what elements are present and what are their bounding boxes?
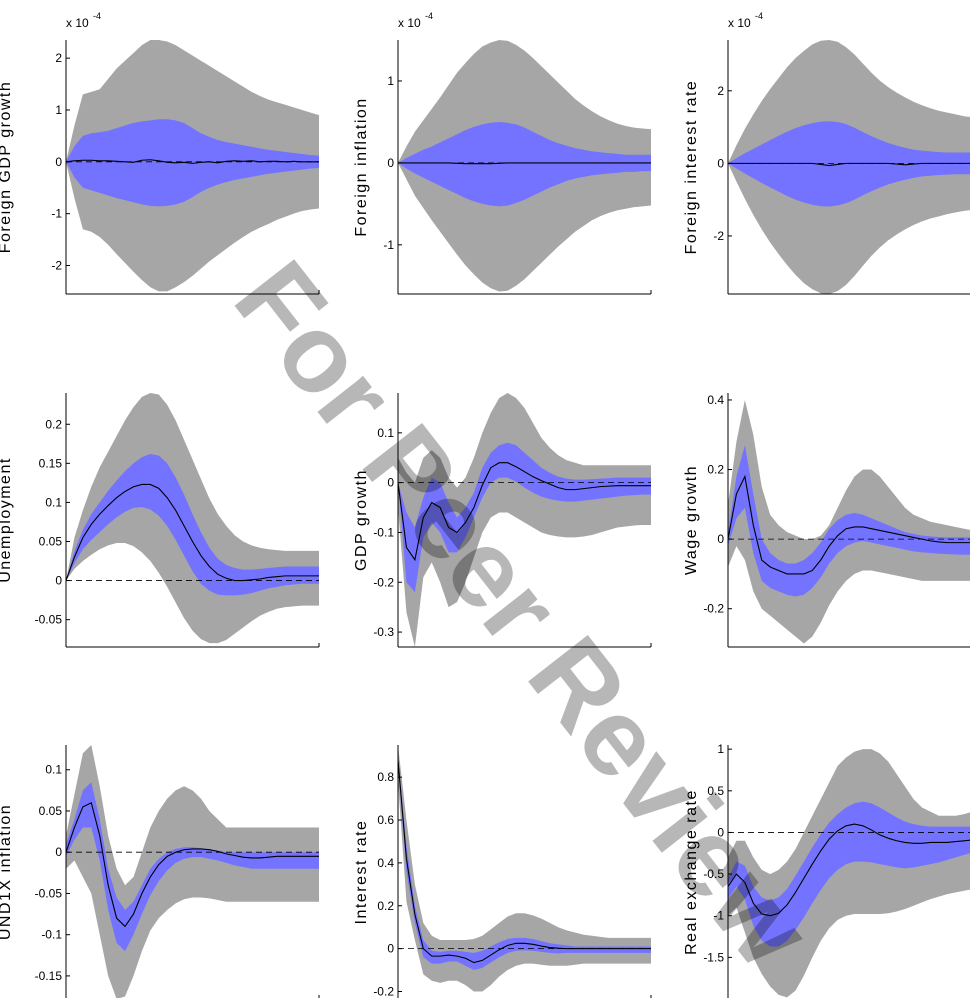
y-axis-label: GDP growth bbox=[353, 469, 370, 571]
y-tick-label: -0.5 bbox=[703, 867, 724, 881]
y-tick-label: 1 bbox=[387, 74, 394, 88]
median-response-line bbox=[66, 801, 319, 928]
y-tick-label: -0.05 bbox=[35, 886, 63, 900]
inner-confidence-band bbox=[728, 445, 970, 597]
panel-real-exchange-rate: -1.5 -1 -0.5 0 0.5 1 Real exchange rate bbox=[683, 742, 970, 998]
median-response-line bbox=[398, 759, 651, 964]
y-tick-label: 0.2 bbox=[45, 417, 62, 431]
y-tick-label: -1 bbox=[383, 238, 394, 252]
inner-confidence-band bbox=[398, 121, 651, 207]
y-tick-label: -1.5 bbox=[703, 950, 724, 964]
y-tick-label: 0.4 bbox=[377, 856, 394, 870]
median-response-line bbox=[66, 483, 319, 582]
y-tick-label: 0.05 bbox=[39, 804, 63, 818]
y-tick-label: 0 bbox=[387, 942, 394, 956]
plot-area bbox=[398, 40, 651, 292]
y-axis-label: Foreign inflation bbox=[353, 97, 370, 236]
plot-area bbox=[66, 745, 319, 998]
panels-layer: -2 -1 0 1 2 Foreign GDP growth x 10 -4 -1 0 1 Forei… bbox=[0, 11, 970, 998]
y-tick-label: -0.2 bbox=[703, 602, 724, 616]
y-tick-label: 0.05 bbox=[39, 534, 63, 548]
panel-gdp-growth: -0.3 -0.2 -0.1 0 0.1 GDP growth bbox=[353, 393, 652, 648]
y-axis-label: Unemployment bbox=[0, 457, 14, 583]
y-tick-label: 0 bbox=[387, 476, 394, 490]
plot-area bbox=[66, 393, 319, 644]
y-tick-label: 0.1 bbox=[377, 426, 394, 440]
y-axis-label: Wage growth bbox=[683, 465, 700, 575]
outer-confidence-band bbox=[398, 393, 651, 647]
y-tick-label: 0.2 bbox=[707, 463, 724, 477]
axis-scale-exponent: -4 bbox=[93, 11, 101, 21]
y-axis-label: Interest rate bbox=[353, 820, 370, 925]
plot-area bbox=[728, 399, 970, 644]
y-tick-label: 2 bbox=[55, 51, 62, 65]
y-tick-label: 0.2 bbox=[377, 899, 394, 913]
y-tick-label: 0 bbox=[717, 532, 724, 546]
panel-und1x-inflation: -0.15 -0.1 -0.05 0 0.05 0.1 UND1X inflation bbox=[0, 745, 320, 998]
inner-confidence-band bbox=[728, 801, 970, 947]
y-tick-label: 1 bbox=[717, 742, 724, 756]
y-tick-label: -1 bbox=[713, 909, 724, 923]
y-axis-label: Foreign interest rate bbox=[683, 80, 700, 255]
y-tick-label: 0.1 bbox=[45, 763, 62, 777]
y-tick-label: 0 bbox=[387, 156, 394, 170]
panel-foreign-gdp-growth: -2 -1 0 1 2 Foreign GDP growth x 10 -4 bbox=[0, 11, 320, 295]
y-axis-label: UND1X inflation bbox=[0, 804, 14, 940]
plot-area bbox=[728, 40, 970, 294]
panel-interest-rate: -0.2 0 0.2 0.4 0.6 0.8 Interest rate bbox=[353, 745, 652, 998]
median-response-line bbox=[398, 462, 651, 562]
panel-unemployment: -0.05 0 0.05 0.1 0.15 0.2 Unemployment bbox=[0, 393, 320, 648]
plot-area bbox=[66, 40, 319, 292]
y-tick-label: -0.2 bbox=[373, 984, 394, 998]
y-tick-label: 0.4 bbox=[707, 393, 724, 407]
y-tick-label: -0.1 bbox=[41, 928, 62, 942]
y-tick-label: 0.1 bbox=[45, 495, 62, 509]
y-tick-label: -2 bbox=[51, 258, 62, 272]
y-tick-label: 0.8 bbox=[377, 770, 394, 784]
y-tick-label: -0.05 bbox=[35, 613, 63, 627]
y-tick-label: -2 bbox=[713, 229, 724, 243]
plot-area bbox=[398, 745, 651, 992]
y-tick-label: 0.5 bbox=[707, 784, 724, 798]
median-response-line bbox=[728, 474, 970, 575]
y-tick-label: 0 bbox=[55, 155, 62, 169]
y-axis-label: Real exchange rate bbox=[683, 789, 700, 955]
axis-scale-exponent: -4 bbox=[755, 11, 763, 21]
panel-foreign-inflation: -1 0 1 Foreign inflation x 10 -4 bbox=[353, 11, 652, 295]
y-tick-label: -1 bbox=[51, 207, 62, 221]
inner-confidence-band bbox=[66, 782, 319, 952]
panel-foreign-interest-rate: -2 0 2 Foreign interest rate x 10 -4 bbox=[683, 11, 970, 295]
median-response-line bbox=[728, 162, 970, 167]
y-tick-label: 0 bbox=[55, 574, 62, 588]
axis-scale-label: x 10 bbox=[66, 16, 89, 30]
y-tick-label: 0 bbox=[717, 156, 724, 170]
plot-area bbox=[728, 749, 970, 998]
y-axis-label: Foreign GDP growth bbox=[0, 81, 14, 254]
panel-wage-growth: -0.2 0 0.2 0.4 Wage growth bbox=[683, 393, 970, 648]
axis-scale-exponent: -4 bbox=[425, 11, 433, 21]
y-tick-label: -0.1 bbox=[373, 525, 394, 539]
y-tick-label: -0.3 bbox=[373, 625, 394, 639]
axis-scale-label: x 10 bbox=[728, 16, 751, 30]
plot-area bbox=[398, 393, 651, 647]
y-tick-label: 0 bbox=[55, 845, 62, 859]
y-tick-label: 0 bbox=[717, 825, 724, 839]
axis-scale-label: x 10 bbox=[398, 16, 421, 30]
y-tick-label: 0.15 bbox=[39, 456, 63, 470]
y-tick-label: 2 bbox=[717, 84, 724, 98]
y-tick-label: 0.6 bbox=[377, 813, 394, 827]
y-tick-label: -0.2 bbox=[373, 575, 394, 589]
median-response-line bbox=[728, 823, 970, 917]
y-tick-label: -0.15 bbox=[35, 969, 63, 983]
median-response-line bbox=[66, 159, 319, 164]
inner-confidence-band bbox=[398, 442, 651, 593]
median-response-line bbox=[398, 162, 651, 165]
y-tick-label: 1 bbox=[55, 103, 62, 117]
